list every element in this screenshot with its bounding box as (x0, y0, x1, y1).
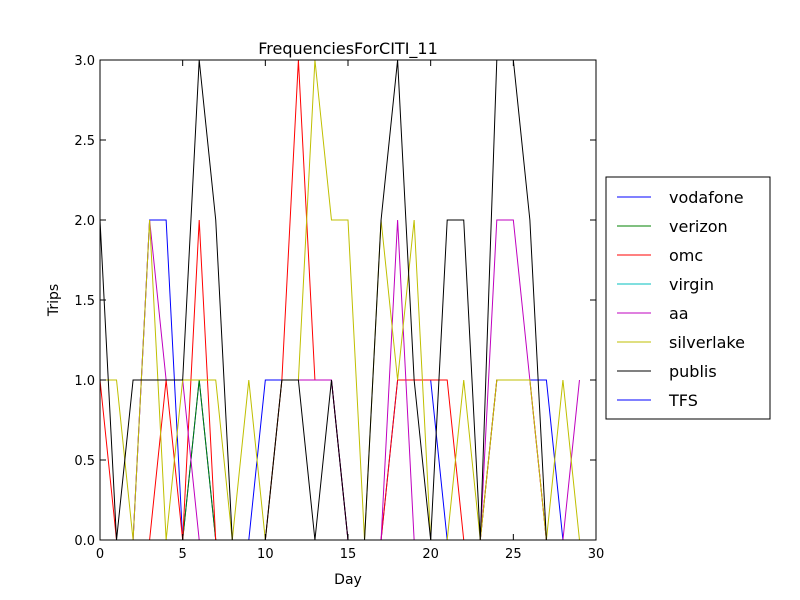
series-line-omc (99, 59, 580, 541)
legend-box (605, 176, 771, 420)
y-axis-label: Trips (46, 284, 62, 317)
x-tick-label: 0 (96, 547, 104, 562)
legend-label-virgin: virgin (669, 275, 714, 294)
legend-label-vodafone: vodafone (669, 188, 744, 207)
y-tick-label: 2.5 (74, 134, 95, 149)
x-tick-label: 10 (257, 547, 274, 562)
series-line-publis (99, 59, 580, 541)
legend-label-verizon: verizon (669, 217, 728, 236)
y-tick-label: 2.0 (74, 214, 95, 229)
legend-label-publis: publis (669, 362, 717, 381)
series-line-silverlake (100, 59, 580, 541)
x-tick-label: 25 (505, 547, 522, 562)
legend-label-tfs: TFS (668, 391, 698, 410)
x-tick-label: 5 (179, 547, 187, 562)
x-tick-label: 20 (422, 547, 439, 562)
x-tick-label: 15 (340, 547, 357, 562)
y-tick-label: 3.0 (74, 54, 95, 69)
y-tick-label: 1.5 (74, 294, 95, 309)
y-tick-label: 1.0 (74, 374, 95, 389)
legend-label-aa: aa (669, 304, 689, 323)
axis-ticks: 0 5 10 15 20 25 30 0.0 0.5 1.0 1.5 2.0 2.5 3.0 (74, 54, 604, 562)
y-tick-label: 0.5 (74, 454, 95, 469)
legend-label-omc: omc (669, 246, 703, 265)
x-axis-label: Day (334, 572, 362, 588)
legend: vodafone verizon omc virgin aa silverlake publ… (605, 176, 771, 420)
series-lines (99, 59, 580, 541)
y-tick-label: 0.0 (74, 534, 95, 549)
legend-label-silverlake: silverlake (669, 333, 745, 352)
x-tick-label: 30 (588, 547, 605, 562)
chart-title: FrequenciesForCITI_11 (258, 39, 438, 59)
